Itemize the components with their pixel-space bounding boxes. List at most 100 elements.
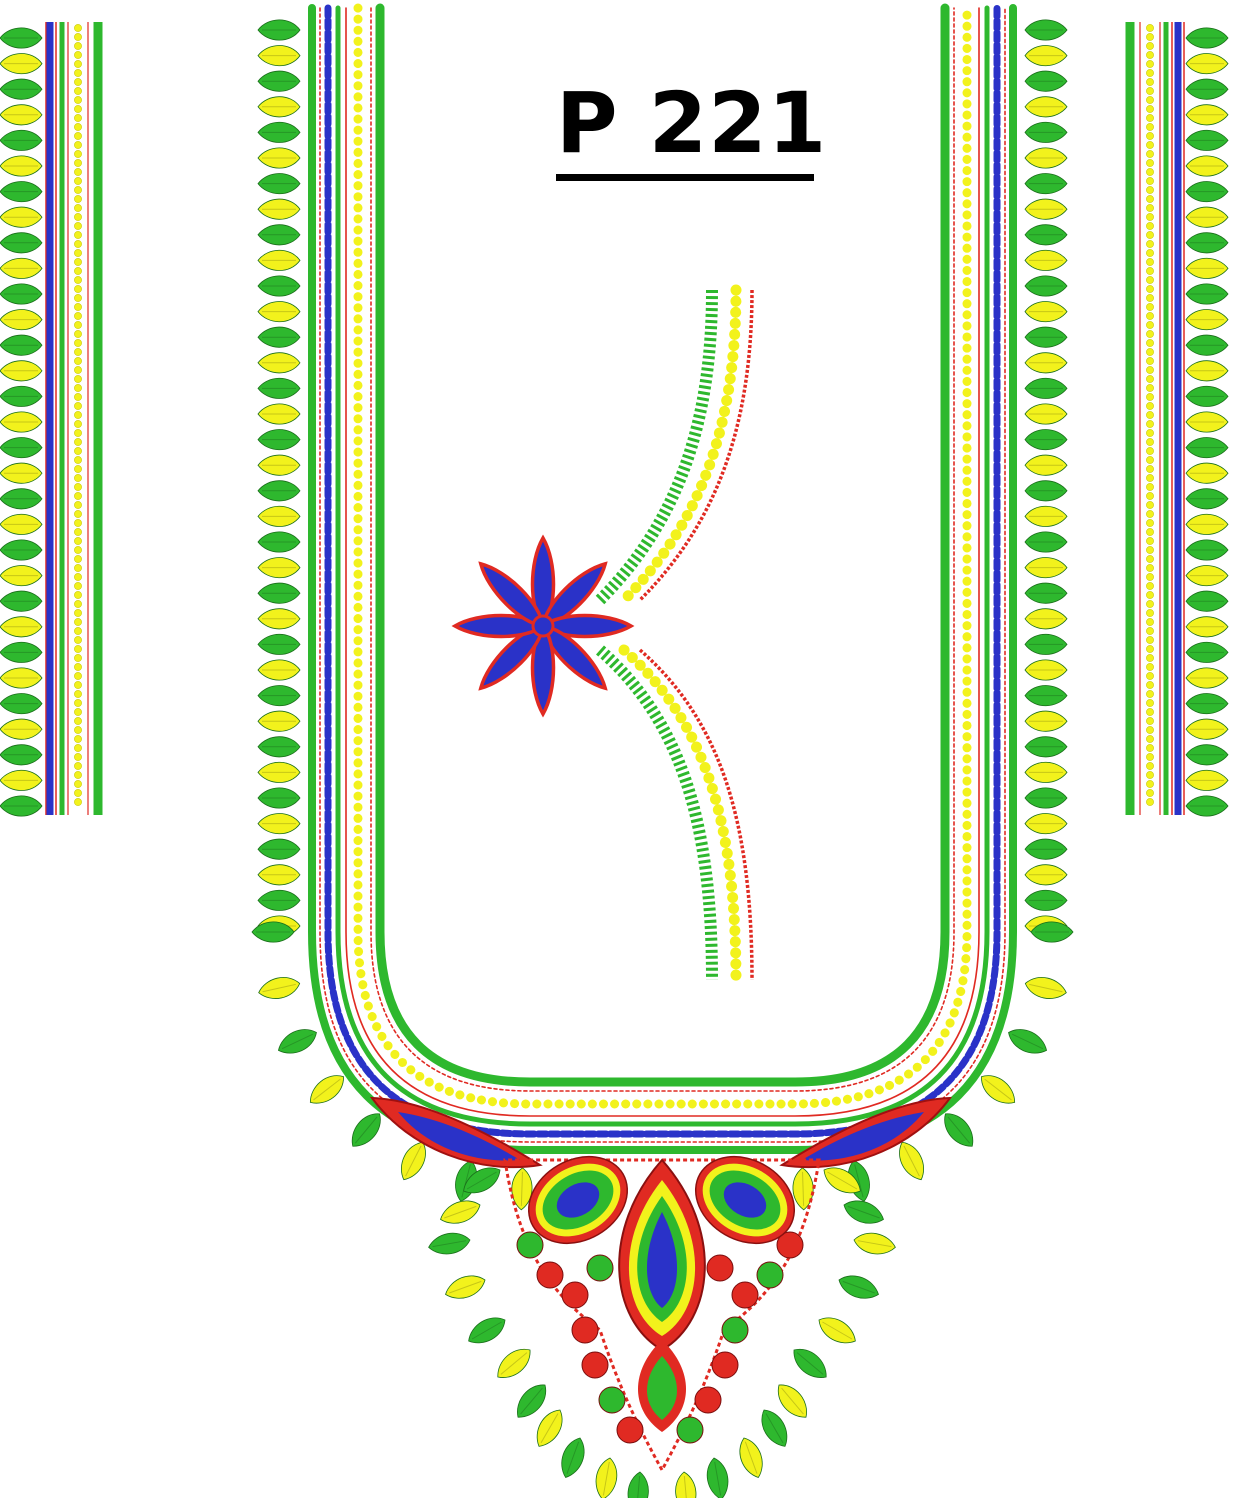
- border-leaf: [1185, 437, 1229, 459]
- border-leaf: [0, 155, 43, 177]
- border-leaf: [257, 889, 301, 911]
- neck-green-line: [335, 5, 990, 1127]
- border-leaf: [257, 557, 301, 579]
- border-leaf: [257, 480, 301, 502]
- pendant-right-paisley: [694, 1155, 796, 1245]
- pendant-leaf: [777, 1384, 807, 1418]
- border-leaf: [257, 531, 301, 553]
- border-leaf: [0, 462, 43, 484]
- border-leaf: [1024, 557, 1068, 579]
- border-leaf: [1185, 360, 1229, 382]
- border-leaf: [1185, 693, 1229, 715]
- border-leaf: [1024, 121, 1068, 143]
- pendant-leaf: [838, 1275, 879, 1299]
- border-leaf: [0, 769, 43, 791]
- border-leaf: [1024, 96, 1068, 118]
- pendant-leaf: [739, 1437, 763, 1478]
- border-leaf: [257, 403, 301, 425]
- border-leaf: [0, 437, 43, 459]
- border-leaf: [1024, 531, 1068, 553]
- border-leaf: [1185, 539, 1229, 561]
- pendant-leaf: [843, 1200, 884, 1224]
- border-leaf: [1008, 1029, 1047, 1054]
- paisley-pendant-motif: [369, 1096, 953, 1498]
- border-leaf: [1185, 309, 1229, 331]
- pendant-leaf: [440, 1200, 481, 1224]
- pendant-leaf: [675, 1471, 697, 1498]
- pendant-bead: [571, 1316, 599, 1344]
- pendant-leaf: [818, 1317, 856, 1344]
- border-leaf: [0, 718, 43, 740]
- border-leaf: [1024, 977, 1067, 999]
- border-leaf: [0, 411, 43, 433]
- border-leaf: [0, 360, 43, 382]
- border-leaf: [0, 513, 43, 535]
- pendant-leaf: [561, 1437, 585, 1478]
- border-leaf: [257, 301, 301, 323]
- border-leaf: [944, 1113, 974, 1147]
- border-leaf: [1024, 505, 1068, 527]
- border-leaf: [257, 736, 301, 758]
- stripe-dots: [74, 24, 82, 806]
- border-leaf: [1024, 633, 1068, 655]
- border-leaf: [0, 78, 43, 100]
- border-leaf: [401, 1141, 426, 1181]
- border-leaf: [1024, 813, 1068, 835]
- border-leaf: [1024, 685, 1068, 707]
- border-leaf: [0, 206, 43, 228]
- border-leaf: [1024, 147, 1068, 169]
- border-leaf: [1185, 232, 1229, 254]
- border-leaf: [257, 121, 301, 143]
- border-leaf: [257, 813, 301, 835]
- pendant-bead: [756, 1261, 784, 1289]
- border-leaf: [257, 224, 301, 246]
- border-leaf: [257, 582, 301, 604]
- stripe-dots: [1146, 24, 1154, 806]
- border-leaf: [1185, 181, 1229, 203]
- border-leaf: [1185, 616, 1229, 638]
- border-leaf: [1185, 53, 1229, 75]
- border-leaf: [257, 685, 301, 707]
- border-leaf: [1185, 795, 1229, 817]
- border-leaf: [1024, 403, 1068, 425]
- border-leaf: [1185, 283, 1229, 305]
- border-leaf: [257, 761, 301, 783]
- border-leaf: [1185, 718, 1229, 740]
- border-leaf: [1024, 838, 1068, 860]
- border-leaf: [1185, 78, 1229, 100]
- pendant-leaf: [517, 1384, 547, 1418]
- border-leaf: [257, 352, 301, 374]
- border-leaf: [257, 198, 301, 220]
- border-leaf: [0, 488, 43, 510]
- neckline-border: [251, 3, 1074, 1211]
- border-leaf: [1024, 710, 1068, 732]
- border-leaf: [1024, 429, 1068, 451]
- border-leaf: [1185, 590, 1229, 612]
- pendant-bead: [561, 1281, 589, 1309]
- border-leaf: [1024, 454, 1068, 476]
- border-leaf: [1185, 334, 1229, 356]
- border-leaf: [1024, 608, 1068, 630]
- border-leaf: [1024, 249, 1068, 271]
- border-leaf: [1185, 744, 1229, 766]
- pendant-bead: [776, 1231, 804, 1259]
- border-leaf: [1185, 385, 1229, 407]
- flower-center: [531, 614, 555, 638]
- design-code-underline: [556, 174, 814, 181]
- pendant-bead: [731, 1281, 759, 1309]
- border-leaf: [1024, 198, 1068, 220]
- border-leaf: [1024, 582, 1068, 604]
- border-leaf: [0, 129, 43, 151]
- border-leaf: [0, 309, 43, 331]
- vine-green-ladder: [595, 289, 718, 981]
- border-leaf: [0, 104, 43, 126]
- border-leaf: [1024, 45, 1068, 67]
- border-leaf: [257, 838, 301, 860]
- border-leaf: [0, 53, 43, 75]
- neck-inner-green: [375, 3, 950, 1087]
- pendant-bead: [676, 1416, 704, 1444]
- pendant-bead: [616, 1416, 644, 1444]
- pendant-left-arm-inner: [398, 1112, 520, 1161]
- border-leaf: [511, 1167, 533, 1211]
- border-leaf: [257, 454, 301, 476]
